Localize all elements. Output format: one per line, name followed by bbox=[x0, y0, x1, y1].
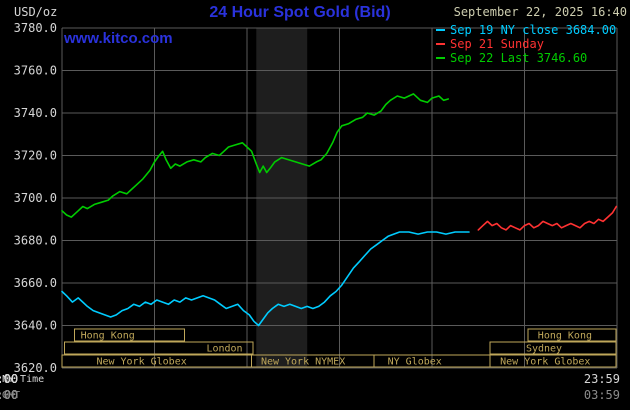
legend-label: Sep 21 Sunday bbox=[450, 37, 544, 51]
legend-label: Sep 19 NY close 3684.00 bbox=[450, 23, 617, 37]
session-box bbox=[74, 328, 185, 342]
legend-dash-icon bbox=[436, 29, 445, 31]
x-tick-gmt-label: 00:00 bbox=[0, 388, 18, 402]
session-label: New York Globex bbox=[96, 357, 186, 368]
y-axis-units: USD/oz bbox=[14, 5, 58, 19]
x-tick-ny-label: 00:00 bbox=[0, 372, 18, 386]
session-box bbox=[489, 341, 617, 355]
legend-dash-icon bbox=[436, 43, 445, 45]
x-tick-gmt-label: 04:00 bbox=[0, 388, 18, 402]
x-tick-gmt-label: 20:00 bbox=[0, 388, 18, 402]
session-label: Hong Kong bbox=[81, 331, 135, 342]
session-label: NY Globex bbox=[388, 357, 442, 368]
y-tick-label: 3660.0 bbox=[14, 276, 57, 290]
y-tick-label: 3720.0 bbox=[14, 149, 57, 163]
x-tick-gmt-label: 12:00 bbox=[0, 388, 18, 402]
y-tick-label: 3680.0 bbox=[14, 234, 57, 248]
session-label: New York NYMEX bbox=[261, 357, 345, 368]
page-title: 24 Hour Spot Gold (Bid) bbox=[209, 4, 391, 21]
session-box bbox=[489, 354, 617, 368]
series-line-sep-22-last bbox=[61, 93, 450, 218]
y-tick-label: 3760.0 bbox=[14, 64, 57, 78]
x-tick-ny-label: 16:00 bbox=[0, 372, 18, 386]
session-label: Sydney bbox=[526, 344, 562, 355]
session-label: Hong Kong bbox=[538, 331, 592, 342]
x-tick-gmt-label: 08:00 bbox=[0, 388, 18, 402]
x-tick-ny-label: 23:59 bbox=[584, 372, 620, 386]
session-box bbox=[63, 341, 254, 355]
legend: Sep 19 NY close 3684.00 Sep 21 Sunday Se… bbox=[436, 23, 616, 65]
series-line-sep-19-ny-close bbox=[61, 231, 470, 327]
x-axis-ny-label: NY Time bbox=[2, 374, 45, 385]
legend-label: Sep 22 Last 3746.60 bbox=[450, 51, 588, 65]
series-line-sep-21-sunday bbox=[477, 205, 618, 231]
x-tick-ny-label: 20:00 bbox=[0, 372, 18, 386]
legend-dash-icon bbox=[436, 57, 445, 59]
x-tick-ny-label: 08:00 bbox=[0, 372, 18, 386]
y-tick-label: 3700.0 bbox=[14, 191, 57, 205]
x-tick-gmt-label: 03:59 bbox=[584, 388, 620, 402]
session-label: New York Globex bbox=[500, 357, 590, 368]
x-axis-gmt-label: GMT bbox=[2, 390, 21, 401]
session-label: London bbox=[206, 344, 242, 355]
chart-datetime: September 22, 2025 16:40 bbox=[453, 5, 627, 19]
legend-item-sep19: Sep 19 NY close 3684.00 bbox=[436, 23, 616, 37]
x-tick-ny-label: 04:00 bbox=[0, 372, 18, 386]
y-tick-label: 3640.0 bbox=[14, 319, 57, 333]
legend-item-sep21: Sep 21 Sunday bbox=[436, 37, 616, 51]
kitco-home-link[interactable]: www.kitco.com bbox=[64, 30, 173, 47]
y-tick-label: 3740.0 bbox=[14, 106, 57, 120]
x-tick-gmt-label: 16:00 bbox=[0, 388, 18, 402]
legend-item-sep22: Sep 22 Last 3746.60 bbox=[436, 51, 616, 65]
session-box bbox=[527, 328, 617, 342]
y-tick-label: 3780.0 bbox=[14, 21, 57, 35]
x-tick-ny-label: 12:00 bbox=[0, 372, 18, 386]
y-tick-label: 3620.0 bbox=[14, 361, 57, 375]
